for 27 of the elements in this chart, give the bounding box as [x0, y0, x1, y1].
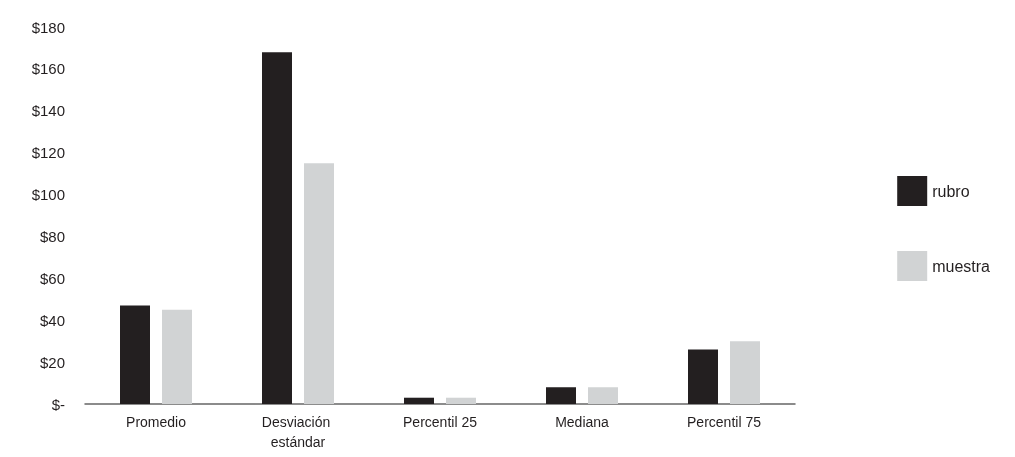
- x-tick-label: Promedio: [126, 414, 187, 430]
- bar: [588, 387, 618, 404]
- y-tick-label: $180: [31, 18, 65, 36]
- y-tick-label: $60: [39, 269, 65, 287]
- bar: [404, 397, 434, 404]
- y-tick-label: $140: [31, 102, 65, 120]
- bar: [688, 349, 718, 404]
- legend-label: rubro: [932, 182, 970, 200]
- y-tick-label: $160: [31, 60, 65, 78]
- bar: [446, 397, 476, 404]
- x-tick-label: Percentil 25: [403, 414, 478, 430]
- x-tick-label: Percentil 75: [687, 414, 762, 430]
- bar: [730, 341, 760, 404]
- y-tick-label: $120: [31, 144, 65, 162]
- y-tick-label: $20: [39, 353, 65, 371]
- bar: [304, 163, 334, 404]
- x-tick-label: Desviación estándar: [261, 414, 335, 450]
- y-tick-label: $40: [39, 311, 65, 329]
- bar: [262, 52, 292, 404]
- y-tick-label: $80: [39, 227, 65, 245]
- bar: [120, 305, 150, 404]
- y-tick-label: $100: [31, 186, 65, 204]
- y-tick-label: $-: [51, 395, 65, 413]
- bar: [162, 309, 192, 404]
- bar: [546, 387, 576, 404]
- x-tick-label: Mediana: [555, 414, 610, 430]
- legend-label: muestra: [932, 257, 991, 275]
